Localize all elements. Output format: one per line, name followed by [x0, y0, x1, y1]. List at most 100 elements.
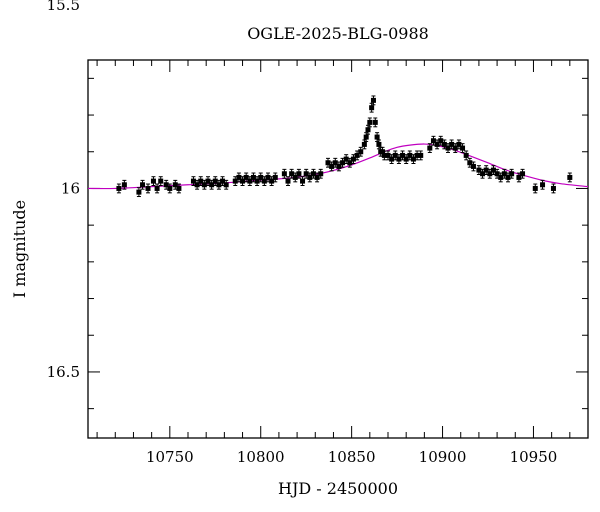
- point-marker: [396, 156, 402, 162]
- point-marker: [392, 152, 398, 158]
- x-tick-label: 10850: [328, 448, 376, 466]
- data-point: [520, 168, 526, 179]
- point-marker: [140, 182, 146, 188]
- point-marker: [247, 178, 253, 184]
- point-marker: [369, 105, 375, 111]
- point-marker: [540, 182, 546, 188]
- point-marker: [509, 171, 515, 177]
- point-marker: [250, 174, 256, 180]
- data-point: [470, 161, 476, 172]
- data-point: [354, 150, 360, 161]
- data-point: [418, 150, 424, 161]
- point-marker: [430, 138, 436, 144]
- point-marker: [363, 134, 369, 140]
- point-marker: [418, 152, 424, 158]
- data-point: [367, 117, 373, 128]
- y-tick-label: 16: [61, 179, 80, 197]
- point-marker: [376, 141, 382, 147]
- point-marker: [347, 160, 353, 166]
- point-marker: [427, 145, 433, 151]
- point-marker: [452, 145, 458, 151]
- point-marker: [209, 182, 215, 188]
- point-marker: [318, 171, 324, 177]
- data-point: [145, 183, 151, 194]
- data-point: [550, 183, 556, 194]
- point-marker: [154, 185, 160, 191]
- point-marker: [480, 171, 486, 177]
- point-marker: [483, 167, 489, 173]
- point-marker: [380, 149, 386, 155]
- point-marker: [456, 141, 462, 147]
- point-marker: [414, 152, 420, 158]
- x-tick-label: 10950: [510, 448, 558, 466]
- x-tick-label: 10750: [146, 448, 194, 466]
- point-marker: [567, 174, 573, 180]
- x-tick-label: 10800: [237, 448, 285, 466]
- data-point: [121, 179, 127, 190]
- data-point: [463, 150, 469, 161]
- point-marker: [516, 174, 522, 180]
- point-marker: [329, 163, 335, 169]
- point-marker: [172, 182, 178, 188]
- point-marker: [470, 163, 476, 169]
- point-marker: [310, 171, 316, 177]
- x-axis-label: HJD - 2450000: [278, 479, 398, 498]
- x-tick-label: 10900: [419, 448, 467, 466]
- data-points-layer: [116, 95, 573, 198]
- point-marker: [476, 167, 482, 173]
- point-marker: [325, 160, 331, 166]
- point-marker: [201, 182, 207, 188]
- data-point: [216, 179, 222, 190]
- point-marker: [441, 141, 447, 147]
- point-marker: [205, 178, 211, 184]
- point-marker: [300, 178, 306, 184]
- data-point: [501, 168, 507, 179]
- point-marker: [490, 167, 496, 173]
- point-marker: [410, 156, 416, 162]
- data-point: [441, 139, 447, 150]
- point-marker: [212, 178, 218, 184]
- point-marker: [272, 174, 278, 180]
- data-point: [370, 95, 376, 106]
- point-marker: [176, 185, 182, 191]
- point-marker: [494, 171, 500, 177]
- data-point: [176, 183, 182, 194]
- data-point: [347, 157, 353, 168]
- point-marker: [487, 171, 493, 177]
- point-marker: [220, 178, 226, 184]
- point-marker: [243, 174, 249, 180]
- point-marker: [261, 178, 267, 184]
- point-marker: [240, 178, 246, 184]
- point-marker: [389, 156, 395, 162]
- data-point: [509, 168, 515, 179]
- point-marker: [434, 141, 440, 147]
- data-point: [358, 146, 364, 157]
- point-marker: [505, 174, 511, 180]
- point-marker: [403, 156, 409, 162]
- point-marker: [550, 185, 556, 191]
- chart-title: OGLE-2025-BLG-0988: [247, 24, 429, 43]
- point-marker: [145, 185, 151, 191]
- point-marker: [285, 178, 291, 184]
- y-tick-label: 15.5: [47, 0, 80, 14]
- data-point: [158, 176, 164, 187]
- data-point: [318, 168, 324, 179]
- point-marker: [303, 171, 309, 177]
- point-marker: [314, 174, 320, 180]
- plot-frame: [87, 59, 589, 439]
- point-marker: [381, 152, 387, 158]
- point-marker: [281, 171, 287, 177]
- data-point: [381, 150, 387, 161]
- point-marker: [254, 178, 260, 184]
- point-marker: [167, 185, 173, 191]
- data-point: [396, 154, 402, 164]
- point-marker: [361, 141, 367, 147]
- data-point: [460, 143, 466, 153]
- point-marker: [332, 160, 338, 166]
- data-point: [272, 172, 278, 183]
- point-marker: [121, 182, 127, 188]
- point-marker: [340, 160, 346, 166]
- data-point: [372, 117, 378, 128]
- data-point: [567, 172, 573, 183]
